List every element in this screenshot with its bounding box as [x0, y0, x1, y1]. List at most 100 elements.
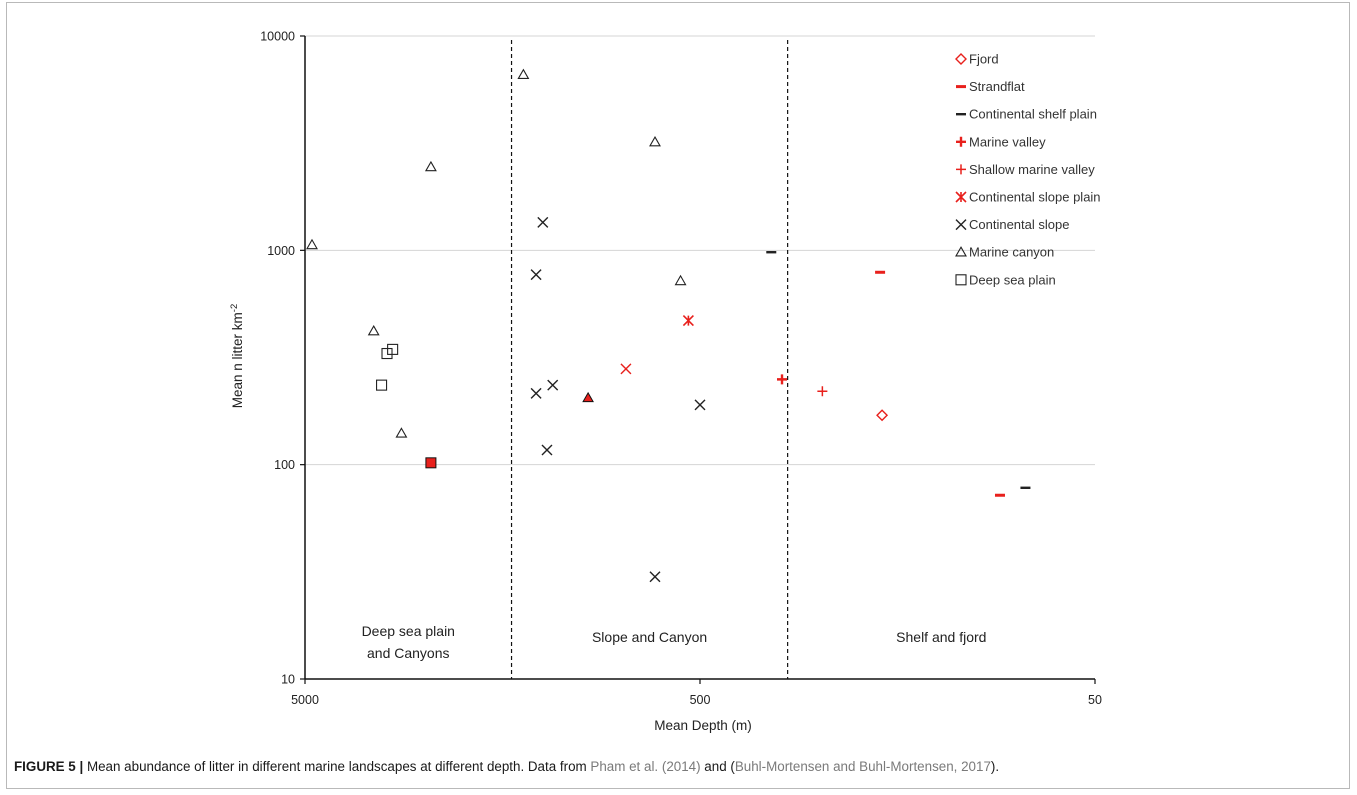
data-point-continental-slope-x [530, 269, 542, 281]
marker-shape [694, 399, 706, 411]
data-point-strandflat-dash-thick [994, 493, 1005, 497]
data-point-continental-slope-x [694, 399, 706, 411]
legend-item-shallow-marine-valley: Shallow marine valley [956, 162, 1095, 177]
marker-shape [424, 160, 437, 172]
marker-shape [425, 457, 437, 469]
marker-shape [367, 324, 380, 336]
marker-shape [956, 85, 966, 89]
legend-label: Continental slope plain [969, 190, 1101, 205]
data-point-strandflat-dash-thick [875, 270, 886, 274]
region-label-deep: and Canyons [367, 645, 450, 661]
y-tick-label: 1000 [267, 244, 295, 258]
marker-shape [620, 363, 632, 375]
legend-label: Fjord [969, 52, 999, 67]
data-points [306, 68, 1031, 583]
data-point-marine-valley-plus-bold [777, 374, 788, 385]
data-point-continental-slope-x [547, 379, 559, 391]
marker-shape [955, 246, 967, 257]
marker-shape [376, 379, 388, 391]
marker-shape [766, 251, 777, 254]
data-point-marine-canyon-triangle-open [367, 324, 380, 336]
legend-label: Marine valley [969, 134, 1046, 149]
region-label-slope: Slope and Canyon [592, 629, 707, 645]
marker-shape [582, 391, 594, 403]
tick-labels: 10 100 1000 10000 5000 500 50 [260, 30, 1102, 708]
marker-shape [955, 191, 967, 203]
data-point-marine-canyon-triangle-open [517, 68, 530, 79]
data-point-continental-slope-x [537, 216, 549, 228]
y-tick-label: 100 [274, 458, 295, 472]
legend-label: Continental slope [969, 217, 1069, 232]
y-axis-title: Mean n litter km-2 [229, 304, 245, 408]
x-tick-label: 5000 [291, 693, 319, 707]
data-point-marine-canyon-triangle-open [395, 427, 408, 438]
caption-text-1: Mean abundance of litter in different ma… [83, 759, 591, 774]
citation-link-buhl-mortensen[interactable]: Buhl-Mortensen and Buhl-Mortensen, 2017 [734, 759, 991, 774]
axes [300, 35, 1096, 684]
marker-shape [956, 164, 966, 175]
x-tick-label: 50 [1088, 693, 1102, 707]
legend-label: Marine canyon [969, 245, 1054, 260]
legend-item-strandflat: Strandflat [956, 79, 1025, 94]
legend-item-continental-slope: Continental slope [955, 217, 1069, 232]
caption-text-2: and ( [700, 759, 735, 774]
marker-shape [381, 347, 393, 360]
legend: Fjord Strandflat Continental shelf plain Ma… [955, 52, 1101, 287]
region-dividers [510, 40, 789, 679]
data-point-unlabeled-x [620, 363, 632, 375]
data-point-continental-shelf-plain-dash [766, 251, 777, 254]
x-axis-title: Mean Depth (m) [654, 718, 752, 733]
marker-shape [682, 315, 694, 327]
caption-text-3: ). [990, 759, 1000, 774]
data-point-continental-shelf-plain-dash [1020, 486, 1031, 489]
marker-shape [530, 387, 542, 399]
marker-shape [955, 53, 967, 65]
legend-item-continental-slope-plain: Continental slope plain [955, 190, 1101, 205]
region-labels: Deep sea plain and Canyons Slope and Canyo… [362, 623, 987, 661]
legend-item-deep-sea-plain: Deep sea plain [955, 272, 1056, 287]
marker-shape [955, 219, 967, 231]
marker-shape [530, 269, 542, 281]
y-tick-label: 10 [281, 673, 295, 687]
y-tick-label: 10000 [260, 30, 295, 44]
data-point-deep-sea-plain-square-open [381, 347, 393, 360]
marker-shape [956, 113, 966, 116]
y-axis-title-main: Mean n litter km [230, 312, 245, 408]
data-point-marine-canyon-triangle-open [674, 274, 687, 286]
marker-shape [387, 343, 399, 355]
data-point-continental-slope-x [649, 571, 661, 583]
citation-link-pham[interactable]: Pham et al. (2014) [590, 759, 701, 774]
caption-label: FIGURE 5 | [14, 759, 84, 774]
legend-marker-strandflat [956, 85, 966, 89]
legend-label: Shallow marine valley [969, 162, 1095, 177]
marker-shape [649, 135, 661, 147]
data-point-deep-sea-plain-square-open [387, 343, 399, 355]
marker-shape [876, 409, 889, 422]
legend-marker-deep-sea-plain [955, 274, 967, 286]
data-point-marine-canyon-triangle-open [306, 238, 318, 250]
marker-shape [994, 493, 1005, 497]
data-point-unlabeled-square-filled [425, 457, 437, 469]
legend-marker-marine-canyon [955, 246, 967, 257]
chart: Deep sea plain and Canyons Slope and Canyo… [229, 30, 1102, 734]
legend-marker-continental-shelf-plain [956, 113, 966, 116]
marker-shape [777, 374, 788, 385]
marker-shape [956, 136, 966, 147]
y-axis-title-sup: -2 [229, 304, 240, 312]
data-point-continental-slope-x [530, 387, 542, 399]
legend-marker-marine-valley [956, 136, 966, 147]
region-label-deep: Deep sea plain [362, 623, 455, 639]
marker-shape [537, 216, 549, 228]
legend-item-fjord: Fjord [955, 52, 999, 67]
data-point-continental-slope-plain-asterisk [682, 315, 694, 327]
marker-shape [674, 274, 687, 286]
marker-shape [395, 427, 408, 438]
legend-marker-fjord [955, 53, 967, 65]
x-tick-label: 500 [690, 693, 711, 707]
legend-item-marine-canyon: Marine canyon [955, 245, 1054, 260]
figure-frame [6, 2, 1350, 789]
data-point-fjord-diamond-open [876, 409, 889, 422]
data-point-unlabeled-triangle-filled [582, 391, 594, 403]
data-point-shallow-marine-valley-plus [817, 386, 828, 397]
data-point-marine-canyon-triangle-open [649, 135, 661, 147]
